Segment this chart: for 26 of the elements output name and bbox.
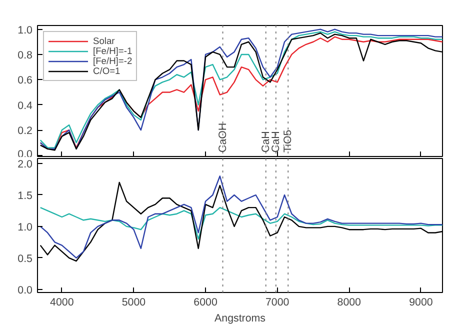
- legend-label: C/O=1: [93, 66, 120, 76]
- legend-label: [Fe/H]=-2: [93, 56, 132, 66]
- x-tick-label: 8000: [337, 296, 362, 308]
- y-tick-label: 0.8: [18, 49, 33, 62]
- y-tick-label: 0.2: [18, 125, 33, 138]
- x-axis-title: Angstroms: [214, 312, 266, 324]
- x-tick-label: 4000: [50, 296, 74, 308]
- y-tick-label: 1.0: [18, 221, 33, 234]
- line-series: [40, 206, 442, 240]
- ref-line-label: CaOH: [216, 122, 229, 152]
- y-tick-label: 1.5: [18, 190, 33, 202]
- ref-line-label: CaH: [270, 131, 282, 152]
- legend-label: [Fe/H]=-1: [93, 46, 132, 56]
- y-tick-label: 0.4: [18, 100, 33, 112]
- legend-label: Solar: [93, 36, 115, 46]
- x-tick-label: 5000: [122, 296, 146, 308]
- y-tick-label: 0.0: [18, 284, 33, 296]
- x-tick-label: 6000: [194, 296, 218, 308]
- y-tick-label: 0.5: [18, 252, 33, 265]
- ref-line-label: TiO5: [282, 130, 294, 152]
- y-tick-label: 2.0: [18, 158, 33, 171]
- x-tick-label: 7000: [265, 296, 290, 308]
- x-tick-label: 9000: [409, 296, 433, 308]
- y-tick-label: 1.0: [18, 24, 33, 36]
- y-tick-label: 0.6: [18, 74, 33, 87]
- ref-line-label: CaH: [260, 131, 272, 152]
